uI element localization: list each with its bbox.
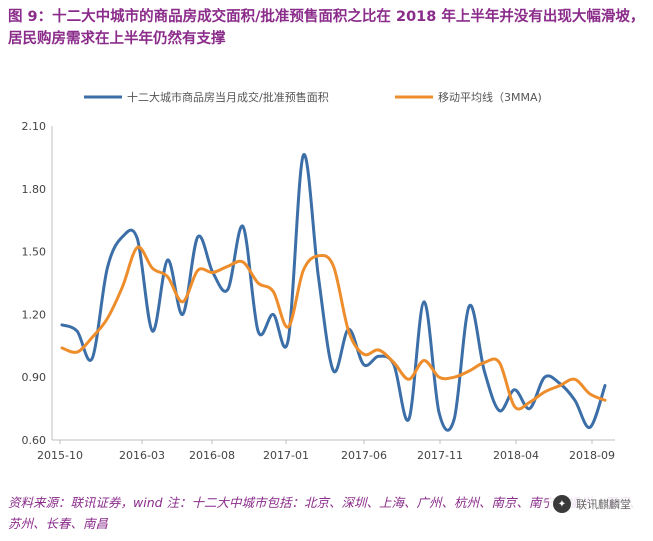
y-tick-label: 1.50 [22,246,47,259]
series-line-moving-average [60,245,607,411]
legend-label-series-2: 移动平均线（3MMA) [438,90,542,104]
x-tick-label: 2018-04 [493,449,539,462]
y-axis-ticks: 0.60 0.90 1.20 1.50 1.80 2.10 [22,120,47,447]
legend-label-series-1: 十二大城市商品房当月成交/批准预售面积 [127,90,329,104]
chart-title: 图 9：十二大中城市的商品房成交面积/批准预售面积之比在 2018 年上半年并没… [8,9,645,47]
source-note: 资料来源：联讯证券，wind 注：十二大中城市包括：北京、深圳、上海、广州、杭州… [8,495,642,531]
watermark: ✦ 联讯麒麟堂 [549,494,635,514]
y-tick-label: 1.20 [22,308,47,321]
line-chart: 十二大城市商品房当月成交/批准预售面积 移动平均线（3MMA) 0.60 0.90… [22,90,615,462]
wechat-icon: ✦ [553,495,571,513]
x-tick-label: 2018-09 [569,449,615,462]
y-tick-label: 1.80 [22,183,47,196]
x-tick-label: 2016-08 [189,449,235,462]
x-axis-ticks: 2015-10 2016-03 2016-08 2017-01 2017-06 2017-… [37,440,615,462]
series-line-monthly-ratio [60,153,607,432]
x-tick-label: 2017-01 [263,449,309,462]
x-tick-label: 2017-11 [417,449,463,462]
watermark-label: 联讯麒麟堂 [576,498,631,511]
y-tick-label: 0.90 [22,371,47,384]
legend: 十二大城市商品房当月成交/批准预售面积 移动平均线（3MMA) [84,90,542,104]
y-tick-label: 2.10 [22,120,47,133]
x-tick-label: 2015-10 [37,449,83,462]
x-tick-label: 2017-06 [341,449,387,462]
x-tick-label: 2016-03 [119,449,165,462]
y-tick-label: 0.60 [22,434,47,447]
